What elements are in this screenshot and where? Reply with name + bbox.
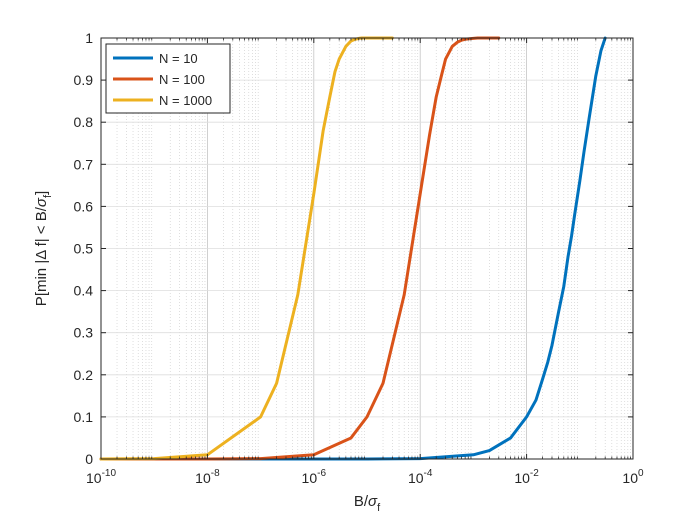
x-tick-labels: 10-10 10-8 10-6 10-4 10-2 100 bbox=[86, 468, 644, 486]
legend-label: N = 10 bbox=[159, 51, 198, 66]
y-tick-label: 0.6 bbox=[74, 198, 94, 214]
y-axis-label: P[min |Δ f| < B/σf] bbox=[33, 191, 54, 306]
ticks bbox=[100, 37, 634, 460]
x-tick-label: 10-10 bbox=[86, 468, 116, 486]
x-tick-label: 10-8 bbox=[195, 468, 220, 486]
y-tick-label: 0.5 bbox=[74, 241, 94, 257]
x-tick-label: 10-4 bbox=[408, 468, 433, 486]
y-tick-labels: 0 0.1 0.2 0.3 0.4 0.5 0.6 0.7 0.8 0.9 1 bbox=[74, 30, 94, 467]
y-tick-label: 0.1 bbox=[74, 409, 94, 425]
x-axis-label: B/σf bbox=[354, 493, 381, 514]
x-tick-label: 10-2 bbox=[514, 468, 539, 486]
y-tick-label: 1 bbox=[85, 30, 93, 46]
x-tick-label: 10-6 bbox=[302, 468, 327, 486]
y-tick-label: 0 bbox=[85, 451, 93, 467]
legend: N = 10 N = 100 N = 1000 bbox=[105, 43, 231, 114]
y-tick-label: 0.7 bbox=[74, 156, 94, 172]
y-tick-label: 0.4 bbox=[74, 283, 94, 299]
y-tick-label: 0.3 bbox=[74, 325, 94, 341]
x-tick-label: 100 bbox=[622, 468, 644, 486]
y-tick-label: 0.9 bbox=[74, 72, 94, 88]
legend-label: N = 100 bbox=[159, 72, 205, 87]
y-tick-label: 0.2 bbox=[74, 367, 94, 383]
y-tick-label: 0.8 bbox=[74, 114, 94, 130]
legend-label: N = 1000 bbox=[159, 93, 212, 108]
